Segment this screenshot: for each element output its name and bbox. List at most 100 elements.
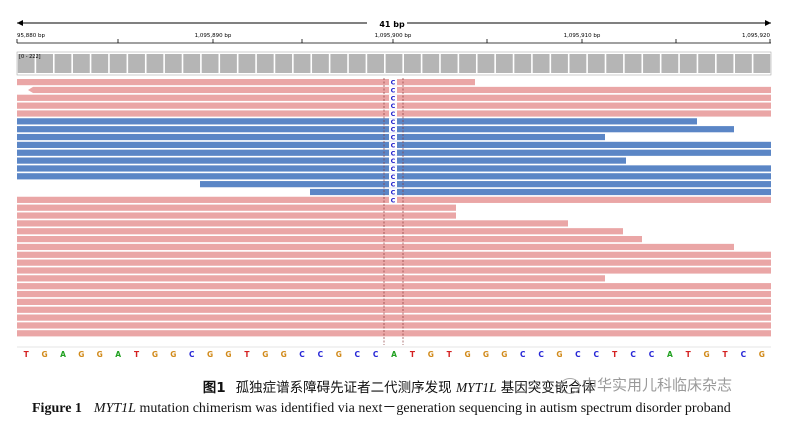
- reference-base: T: [244, 350, 250, 359]
- reference-base: G: [501, 350, 507, 359]
- variant-cell: [389, 94, 397, 101]
- variant-base-call: C: [391, 126, 396, 134]
- coverage-bar: [514, 54, 532, 73]
- coverage-bar: [459, 54, 476, 73]
- variant-base-call: C: [391, 79, 396, 87]
- coverage-bar: [551, 54, 568, 73]
- coverage-bar: [256, 54, 274, 73]
- coverage-bar: [624, 54, 642, 73]
- reference-base: G: [281, 350, 287, 359]
- coverage-bar: [54, 54, 72, 73]
- forward-read: [17, 314, 771, 321]
- reverse-read: [17, 126, 734, 133]
- caption-cn-text-before: 孤独症谱系障碍先证者二代测序发现: [235, 380, 452, 396]
- reference-base: G: [483, 350, 489, 359]
- span-label: 41 bp: [379, 20, 405, 29]
- coverage-bar: [128, 54, 145, 73]
- coverage-bar: [440, 54, 458, 73]
- reference-base: C: [538, 350, 544, 359]
- reference-base: G: [78, 350, 84, 359]
- variant-base-call: C: [391, 134, 396, 142]
- caption-english: Figure 1 MYT1L mutation chimerism was ide…: [32, 397, 792, 417]
- forward-read: [17, 298, 771, 305]
- reference-base: T: [134, 350, 140, 359]
- coverage-bar: [275, 54, 293, 73]
- variant-base-call: C: [391, 181, 396, 189]
- coverage-bar: [532, 54, 550, 73]
- variant-base-call: C: [391, 141, 396, 149]
- coverage-bar: [606, 54, 624, 73]
- igv-alignment-view: 41 bp 95,880 bp 1,095,890 bp 1,095,900 b…: [16, 20, 772, 359]
- coverage-bar: [403, 54, 421, 73]
- forward-read: [17, 322, 771, 329]
- forward-read: [17, 330, 771, 337]
- caption-cn-gene: MYT1L: [455, 380, 497, 395]
- variant-cell: [389, 86, 397, 94]
- variant-cell: [389, 133, 397, 141]
- variant-cell: [389, 141, 397, 148]
- coverage-bar: [312, 54, 329, 73]
- reference-base: C: [318, 350, 324, 359]
- read-direction-tip: [28, 86, 33, 94]
- coverage-bar: [385, 54, 403, 73]
- coverage-bar: [422, 54, 440, 73]
- variant-cell: [389, 149, 397, 156]
- coverage-bar: [36, 54, 53, 73]
- reference-base: T: [24, 350, 30, 359]
- forward-read: [17, 228, 623, 235]
- variant-base-call: C: [391, 94, 396, 102]
- variant-cell: [389, 118, 397, 125]
- reference-base: G: [556, 350, 562, 359]
- reference-base: C: [520, 350, 526, 359]
- forward-read: [17, 290, 771, 298]
- variant-base-call: C: [391, 157, 396, 165]
- reverse-read: [17, 118, 697, 125]
- forward-read: [17, 220, 568, 227]
- reference-base: A: [667, 350, 673, 359]
- span-indicator: 41 bp: [17, 20, 771, 29]
- reference-base: T: [612, 350, 618, 359]
- reference-base: C: [741, 350, 747, 359]
- variant-base-call: C: [391, 102, 396, 110]
- ruler-label-1: 95,880 bp: [17, 33, 45, 39]
- reference-base: G: [207, 350, 213, 359]
- coverage-bar: [753, 54, 771, 73]
- center-guide-lines: [383, 78, 404, 345]
- reference-base: C: [630, 350, 636, 359]
- reference-base: G: [464, 350, 470, 359]
- variant-cell: [389, 181, 397, 188]
- reference-base: G: [336, 350, 342, 359]
- variant-base-call: C: [391, 196, 396, 204]
- forward-read: [33, 86, 771, 94]
- forward-read: [17, 236, 642, 243]
- coverage-bar: [495, 54, 513, 73]
- coverage-bar: [477, 54, 495, 73]
- variant-cell: [389, 157, 397, 164]
- reference-base: A: [391, 350, 397, 359]
- journal-watermark: 中华实用儿科临床杂志: [560, 374, 732, 395]
- reference-base: G: [42, 350, 48, 359]
- forward-read: [17, 259, 771, 266]
- reference-base: C: [575, 350, 581, 359]
- reverse-read: [17, 157, 626, 164]
- coverage-bar: [679, 54, 697, 73]
- variant-cell: [389, 173, 397, 180]
- ruler-label-2: 1,095,890 bp: [195, 33, 232, 39]
- variant-base-call: C: [391, 86, 396, 94]
- coverage-bar: [587, 54, 605, 73]
- caption-cn-figure-number: 图1: [202, 380, 226, 396]
- forward-read: [17, 275, 605, 282]
- coverage-bar: [238, 54, 256, 73]
- reference-base: A: [60, 350, 66, 359]
- reference-base: A: [115, 350, 121, 359]
- coverage-bar: [716, 54, 734, 73]
- coverage-scale-label: [0 - 222]: [19, 54, 41, 60]
- coverage-bar: [109, 54, 127, 73]
- reverse-read: [17, 133, 605, 141]
- coverage-bar: [293, 54, 311, 73]
- coverage-bar: [367, 54, 385, 73]
- reference-base: T: [410, 350, 416, 359]
- reference-base: G: [97, 350, 103, 359]
